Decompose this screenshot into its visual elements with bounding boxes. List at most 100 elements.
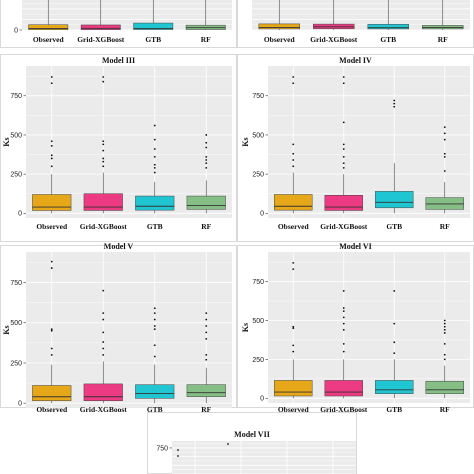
outlier-point bbox=[50, 154, 53, 157]
outlier-point bbox=[153, 171, 156, 174]
x-tick-label: Grid-XGBoost bbox=[310, 35, 358, 44]
outlier-point bbox=[102, 354, 105, 356]
plot-area bbox=[26, 66, 232, 218]
x-tick-label: Grid-XGBoost bbox=[80, 405, 128, 414]
outlier-point bbox=[205, 134, 208, 136]
outlier-point bbox=[205, 318, 208, 321]
outlier-point bbox=[153, 166, 156, 169]
x-tick-label: Observed bbox=[278, 222, 310, 231]
outlier-point bbox=[50, 329, 53, 332]
x-tick-label: Observed bbox=[278, 405, 310, 414]
outlier-point bbox=[205, 166, 208, 169]
outlier-point bbox=[205, 325, 208, 327]
outlier-point bbox=[393, 99, 396, 102]
y-tick-label: 500 bbox=[252, 132, 264, 139]
x-tick-label: RF bbox=[438, 35, 448, 44]
outlier-point bbox=[153, 328, 156, 331]
box-gtb bbox=[367, 24, 409, 30]
x-tick-label: GTB bbox=[380, 35, 396, 44]
panel-title: Model VI bbox=[339, 242, 372, 251]
y-tick-label: 0 bbox=[18, 401, 22, 408]
box-rf bbox=[186, 195, 226, 210]
outlier-point bbox=[50, 260, 53, 263]
outlier-point bbox=[393, 102, 396, 105]
outlier-point bbox=[342, 162, 345, 165]
outlier-point bbox=[342, 350, 345, 353]
outlier-point bbox=[205, 354, 208, 356]
outlier-point bbox=[342, 148, 345, 150]
outlier-point bbox=[342, 328, 345, 331]
outlier-point bbox=[393, 105, 396, 108]
x-tick-label: RF bbox=[440, 405, 450, 414]
outlier-point bbox=[342, 76, 345, 78]
outlier-point bbox=[153, 155, 156, 158]
panel-4: 0 250 500 750 Observed Grid-XGBoost GTB RF Model… bbox=[237, 54, 474, 242]
outlier-point bbox=[227, 443, 229, 445]
outlier-point bbox=[342, 121, 345, 124]
outlier-point bbox=[50, 347, 53, 350]
plot-area bbox=[22, 0, 232, 30]
outlier-point bbox=[205, 146, 208, 149]
box-rf bbox=[425, 380, 464, 394]
box-gtb bbox=[133, 22, 174, 30]
x-tick-label: Observed bbox=[36, 222, 68, 231]
box-grid-xgboost bbox=[80, 24, 121, 30]
outlier-point bbox=[102, 140, 105, 143]
outlier-point bbox=[153, 307, 156, 310]
box-grid-xgboost bbox=[324, 380, 363, 397]
x-tick-label: Grid-XGBoost bbox=[77, 35, 125, 44]
outlier-point bbox=[443, 319, 446, 322]
y-tick-label: 250 bbox=[252, 172, 264, 179]
outlier-point bbox=[292, 268, 295, 271]
outlier-point bbox=[205, 337, 208, 340]
outlier-point bbox=[292, 159, 295, 161]
outlier-point bbox=[102, 289, 105, 292]
outlier-point bbox=[342, 316, 345, 319]
x-tick-label: RF bbox=[440, 222, 450, 231]
outlier-point bbox=[292, 82, 295, 85]
plot-background bbox=[172, 441, 356, 474]
panel-5: 0 250 500 750 Observed Grid-XGBoost GTB RF Model… bbox=[0, 242, 237, 414]
outlier-point bbox=[102, 157, 105, 160]
outlier-point bbox=[50, 267, 53, 269]
outlier-point bbox=[50, 157, 53, 160]
plot-background bbox=[268, 66, 470, 218]
outlier-point bbox=[393, 322, 396, 325]
panel-title: Model IV bbox=[339, 56, 372, 65]
box-gtb bbox=[375, 380, 414, 394]
outlier-point bbox=[153, 148, 156, 150]
outlier-point bbox=[153, 325, 156, 327]
panel-6: 0 250 500 750 Observed Grid-XGBoost GTB RF Model… bbox=[237, 242, 474, 414]
plot-area bbox=[26, 252, 232, 408]
box-grid-xgboost bbox=[83, 193, 123, 211]
box-gtb bbox=[135, 195, 175, 211]
panel-2: Observed Grid-XGBoost GTB RF bbox=[237, 0, 474, 48]
outlier-point bbox=[205, 312, 208, 315]
outlier-point bbox=[292, 143, 295, 146]
panel-3: 0 250 500 750 Observed Grid-XGBoost GTB RF Model… bbox=[0, 54, 237, 242]
box-gtb bbox=[375, 191, 414, 209]
box-observed bbox=[32, 194, 72, 211]
y-axis-label: Ks bbox=[241, 137, 250, 146]
outlier-point bbox=[443, 170, 446, 172]
box-observed bbox=[274, 380, 313, 397]
y-axis-label: Ks bbox=[2, 137, 11, 146]
outlier-point bbox=[50, 82, 53, 85]
outlier-point bbox=[393, 341, 396, 344]
outlier-point bbox=[342, 342, 345, 345]
y-tick-label: 0 bbox=[14, 27, 18, 34]
outlier-point bbox=[292, 76, 295, 78]
outlier-point bbox=[443, 126, 446, 129]
outlier-point bbox=[177, 455, 179, 457]
outlier-point bbox=[342, 310, 345, 313]
x-tick-label: GTB bbox=[145, 35, 161, 44]
panel-1: 0 Observed Grid-XGBoost GTB RF bbox=[0, 0, 237, 48]
x-tick-label: RF bbox=[201, 222, 211, 231]
panel-7: 750 Model VII bbox=[147, 412, 357, 474]
box-observed bbox=[258, 23, 300, 30]
plot-area bbox=[172, 441, 356, 474]
outlier-point bbox=[102, 165, 105, 168]
outlier-point bbox=[443, 132, 446, 135]
outlier-point bbox=[393, 290, 396, 292]
x-tick-label: Observed bbox=[264, 35, 296, 44]
